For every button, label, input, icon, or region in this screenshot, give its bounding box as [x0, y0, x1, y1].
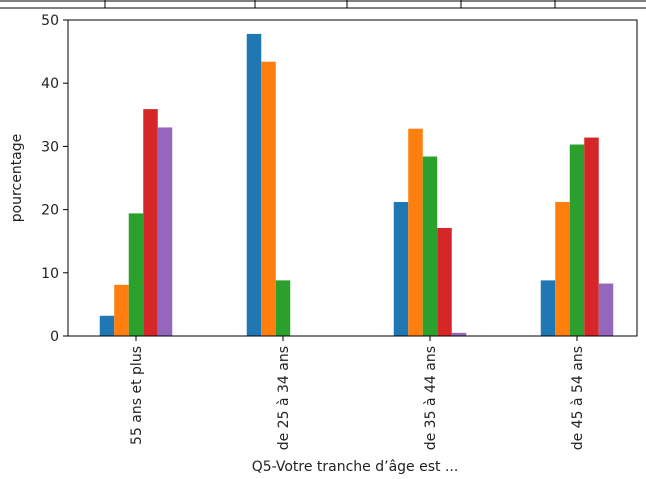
- bar-series2-3: [555, 202, 570, 336]
- bar-series5-2: [451, 332, 467, 336]
- bar-series4-0: [143, 109, 158, 336]
- y-axis: 0 10 20 30 40 50: [41, 13, 68, 345]
- bar-series1-0: [99, 315, 115, 336]
- bar-series3-1: [275, 280, 291, 336]
- y-tick-label-0: 0: [50, 329, 59, 345]
- top-table-strip: [0, 0, 646, 9]
- bar-series2-0: [114, 284, 129, 336]
- bar-series3-3: [569, 144, 585, 336]
- bar-series1-3: [540, 280, 556, 336]
- x-tick-label-2: de 35 à 44 ans: [423, 346, 439, 450]
- bar-series4-2: [437, 227, 452, 336]
- bar-series4-3: [584, 137, 599, 336]
- y-tick-label-1: 10: [41, 266, 59, 282]
- y-axis-label: pourcentage: [9, 134, 25, 223]
- bar-series2-1: [261, 61, 276, 337]
- y-tick-label-3: 30: [41, 139, 59, 155]
- x-tick-label-1: de 25 à 34 ans: [276, 346, 292, 450]
- bar-series3-2: [422, 156, 438, 336]
- x-tick-label-3: de 45 à 54 ans: [570, 346, 586, 450]
- y-tick-label-2: 20: [41, 203, 59, 219]
- bar-series1-1: [246, 33, 262, 337]
- bar-series2-2: [408, 128, 423, 336]
- bar-series5-0: [157, 127, 173, 336]
- x-axis: 55 ans et plus de 25 à 34 ans de 35 à 44 a…: [129, 336, 586, 450]
- bar-series3-0: [128, 213, 144, 336]
- bar-series5-3: [598, 283, 614, 336]
- x-tick-label-0: 55 ans et plus: [129, 346, 145, 445]
- plot-area-frame: [67, 19, 638, 337]
- bar-series1-2: [393, 202, 409, 336]
- bars-group: [99, 33, 614, 337]
- x-axis-label: Q5-Votre tranche d’âge est ...: [252, 459, 459, 475]
- y-tick-label-5: 50: [41, 13, 59, 29]
- y-tick-label-4: 40: [41, 76, 59, 92]
